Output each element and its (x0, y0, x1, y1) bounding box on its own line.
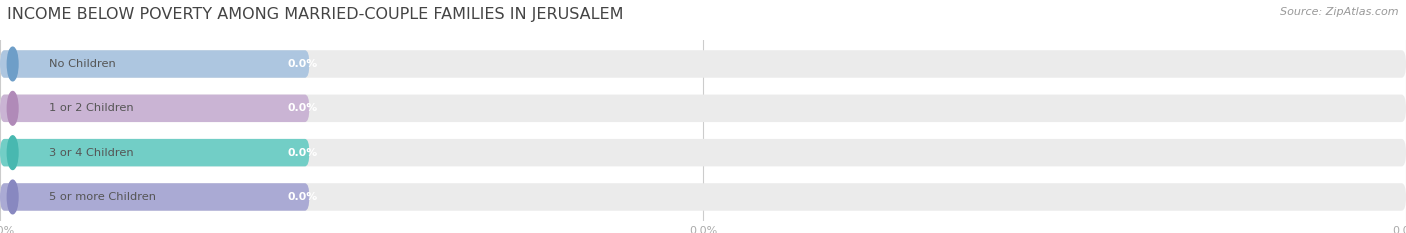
FancyBboxPatch shape (0, 95, 309, 122)
Circle shape (7, 136, 18, 169)
FancyBboxPatch shape (0, 139, 1406, 166)
Text: Source: ZipAtlas.com: Source: ZipAtlas.com (1281, 7, 1399, 17)
FancyBboxPatch shape (0, 183, 309, 211)
FancyBboxPatch shape (0, 183, 1406, 211)
Text: 3 or 4 Children: 3 or 4 Children (49, 148, 134, 158)
Text: INCOME BELOW POVERTY AMONG MARRIED-COUPLE FAMILIES IN JERUSALEM: INCOME BELOW POVERTY AMONG MARRIED-COUPL… (7, 7, 623, 22)
Circle shape (7, 180, 18, 214)
Text: 1 or 2 Children: 1 or 2 Children (49, 103, 134, 113)
Text: 0.0%: 0.0% (287, 192, 318, 202)
FancyBboxPatch shape (0, 50, 309, 78)
Text: 5 or more Children: 5 or more Children (49, 192, 156, 202)
FancyBboxPatch shape (0, 95, 1406, 122)
Text: No Children: No Children (49, 59, 115, 69)
Circle shape (7, 47, 18, 81)
Text: 0.0%: 0.0% (287, 103, 318, 113)
Circle shape (7, 92, 18, 125)
FancyBboxPatch shape (0, 139, 309, 166)
FancyBboxPatch shape (0, 50, 1406, 78)
Text: 0.0%: 0.0% (287, 148, 318, 158)
Text: 0.0%: 0.0% (287, 59, 318, 69)
